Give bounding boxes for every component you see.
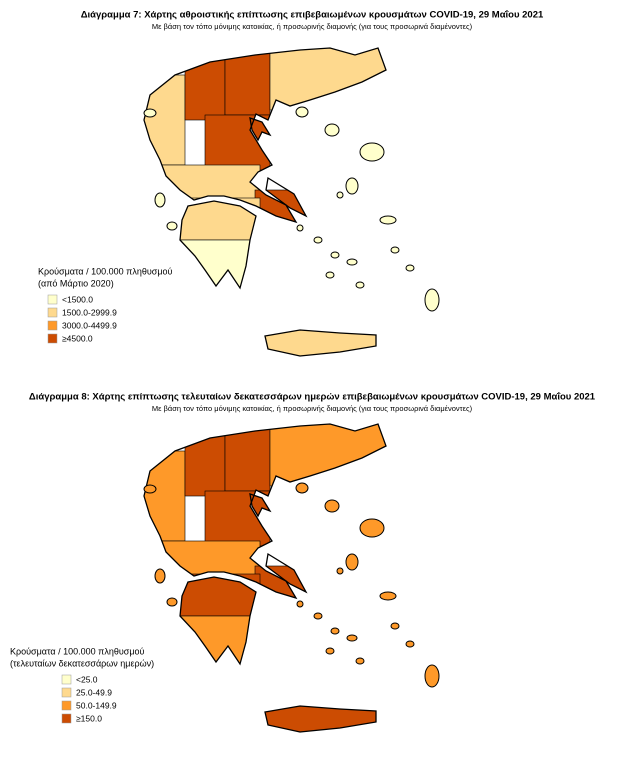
- coastline: [143, 423, 387, 600]
- island: [379, 215, 397, 225]
- legend-swatch: [47, 333, 58, 344]
- island: [359, 142, 385, 162]
- island: [166, 597, 178, 607]
- island: [336, 191, 344, 199]
- legend-label: 3000.0-4499.9: [62, 320, 117, 330]
- island: [296, 600, 304, 608]
- region: [184, 54, 226, 121]
- region: [269, 424, 386, 487]
- legend-label: ≥150.0: [76, 713, 102, 723]
- island: [424, 664, 440, 688]
- legend-swatch: [61, 713, 72, 724]
- regions: [144, 48, 386, 288]
- island: [355, 281, 365, 289]
- legend-swatch: [61, 674, 72, 685]
- island: [345, 177, 359, 195]
- island: [143, 484, 157, 494]
- island: [325, 647, 335, 655]
- coastline: [265, 552, 308, 594]
- coastline: [265, 176, 308, 218]
- region: [224, 424, 271, 492]
- island: [345, 553, 359, 571]
- legend-label: <25.0: [76, 674, 98, 684]
- island: [154, 192, 166, 208]
- region: [174, 573, 261, 617]
- island: [154, 568, 166, 584]
- coastline: [179, 576, 257, 666]
- legend-label: 50.0-149.9: [76, 700, 117, 710]
- region: [269, 48, 386, 111]
- coastline: [249, 493, 272, 518]
- island: [166, 221, 178, 231]
- island: [330, 627, 340, 635]
- legend-swatch: [47, 294, 58, 305]
- island: [405, 640, 415, 648]
- coastline: [179, 200, 257, 290]
- legend-swatch: [61, 687, 72, 698]
- legend-title: Κρούσματα / 100.000 πληθυσμού: [10, 646, 145, 656]
- legend-label: <1500.0: [62, 294, 93, 304]
- legend-swatch: [47, 320, 58, 331]
- legend-swatch: [47, 307, 58, 318]
- island: [346, 258, 358, 266]
- island: [324, 499, 340, 513]
- crete: [264, 329, 377, 357]
- island: [346, 634, 358, 642]
- map-subtitle: Με βάση τον τόπο μόνιμης κατοικίας, ή πρ…: [152, 22, 473, 31]
- island: [379, 591, 397, 601]
- greece-map: [143, 423, 440, 733]
- legend-label: 1500.0-2999.9: [62, 307, 117, 317]
- island: [295, 482, 309, 494]
- island: [313, 236, 323, 244]
- crete: [264, 705, 377, 733]
- region: [174, 197, 261, 241]
- legend-swatch: [61, 700, 72, 711]
- greece-map: [143, 47, 440, 357]
- region: [204, 114, 271, 171]
- island: [330, 251, 340, 259]
- legend-title: (τελευταίων δεκατεσσάρων ημερών): [10, 658, 154, 668]
- island: [143, 108, 157, 118]
- legend-title: (από Μάρτιο 2020): [38, 278, 114, 288]
- island: [405, 264, 415, 272]
- island: [313, 612, 323, 620]
- map-subtitle: Με βάση τον τόπο μόνιμης κατοικίας, ή πρ…: [152, 404, 473, 413]
- coastline: [249, 117, 272, 142]
- region: [184, 430, 226, 497]
- region: [224, 48, 271, 116]
- island: [325, 271, 335, 279]
- legend-title: Κρούσματα / 100.000 πληθυσμού: [38, 266, 173, 276]
- island: [295, 106, 309, 118]
- legend-label: ≥4500.0: [62, 333, 93, 343]
- island: [324, 123, 340, 137]
- island: [390, 246, 400, 254]
- island: [336, 567, 344, 575]
- map-title: Διάγραμμα 7: Χάρτης αθροιστικής επίπτωση…: [81, 10, 544, 21]
- legend-label: 25.0-49.9: [76, 687, 112, 697]
- island: [424, 288, 440, 312]
- island: [355, 657, 365, 665]
- island: [390, 622, 400, 630]
- region: [204, 490, 271, 547]
- coastline: [143, 47, 387, 224]
- island: [296, 224, 304, 232]
- map-title: Διάγραμμα 8: Χάρτης επίπτωσης τελευταίων…: [29, 392, 596, 403]
- island: [359, 518, 385, 538]
